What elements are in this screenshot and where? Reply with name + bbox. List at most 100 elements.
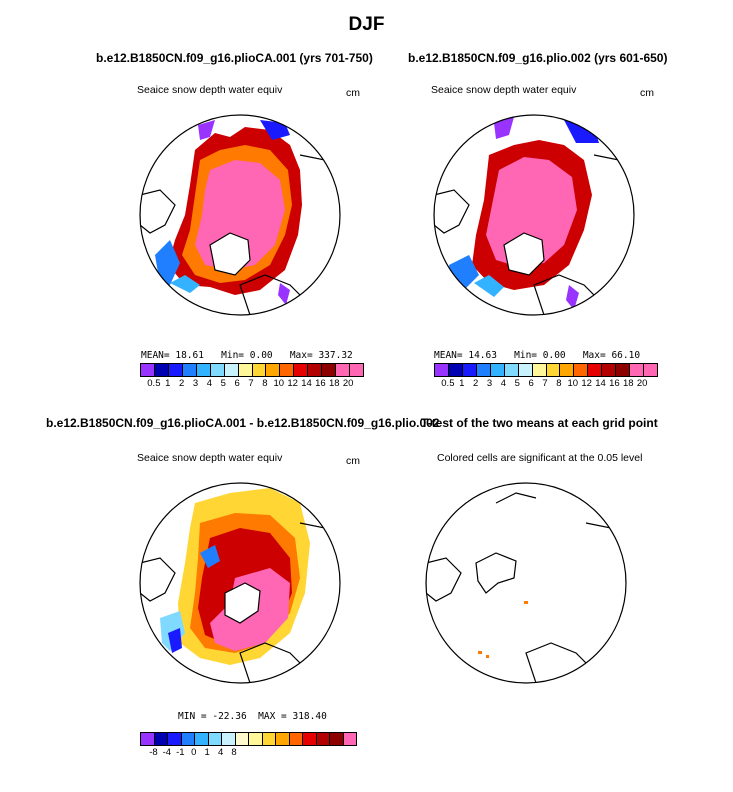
panel1-colorbar-swatch <box>181 364 196 376</box>
panel3-colorbar-swatch <box>153 733 167 745</box>
panel2-colorbar-swatch <box>447 364 462 376</box>
panel1-colorbar-tick-label: 16 <box>315 378 326 389</box>
panel1-colorbar-tick-label: 14 <box>301 378 312 389</box>
panel1-colorbar-tick-label: 18 <box>328 378 340 389</box>
panel2-colorbar-swatch <box>461 364 476 376</box>
panel1-colorbar-swatch <box>223 364 238 376</box>
panel2-polar-map <box>433 114 635 316</box>
panel4-variable: Colored cells are significant at the 0.0… <box>437 452 643 464</box>
panel2-colorbar-swatch <box>545 364 560 376</box>
panel4-case-title: T-test of the two means at each grid poi… <box>421 416 658 430</box>
panel2-colorbar-swatch <box>489 364 504 376</box>
panel1-colorbar-swatch <box>335 364 350 376</box>
panel1-colorbar-tick-label: 10 <box>273 378 285 389</box>
panel3-polar-map <box>139 482 341 684</box>
panel1-colorbar <box>140 363 364 377</box>
panel1-stats: MEAN= 18.61 Min= 0.00 Max= 337.32 <box>141 350 353 361</box>
panel3-colorbar-swatch <box>194 733 208 745</box>
panel2-case-title: b.e12.B1850CN.f09_g16.plio.002 (yrs 601-… <box>408 51 668 65</box>
panel2-colorbar-tick-label: 7 <box>542 378 548 389</box>
panel1-polar-map <box>139 114 341 316</box>
panel3-colorbar-swatch <box>288 733 302 745</box>
panel1-colorbar-swatch <box>141 364 154 376</box>
panel2-colorbar-tick-label: 18 <box>622 378 634 389</box>
panel2-colorbar-tick-label: 14 <box>595 378 606 389</box>
panel3-colorbar-swatch <box>342 733 356 745</box>
panel2-colorbar-swatch <box>517 364 532 376</box>
panel3-colorbar-tick-label: -1 <box>176 747 185 758</box>
panel3-colorbar-swatch <box>248 733 262 745</box>
panel2-colorbar <box>434 363 658 377</box>
panel2-colorbar-swatch <box>503 364 518 376</box>
panel1-colorbar-swatch <box>251 364 266 376</box>
panel3-colorbar-swatch <box>275 733 289 745</box>
panel3-colorbar-swatch <box>167 733 181 745</box>
panel1-colorbar-swatch <box>167 364 182 376</box>
panel4-polar-map <box>425 482 627 684</box>
panel3-colorbar-swatch <box>180 733 194 745</box>
panel3-colorbar-tick-label: 4 <box>217 747 224 758</box>
panel1-colorbar-tick-label: 3 <box>192 378 199 389</box>
panel1-colorbar-tick-label: 7 <box>248 378 254 389</box>
panel3-colorbar-swatch <box>141 733 154 745</box>
panel1-colorbar-tick-label: 20 <box>342 378 354 389</box>
panel1-colorbar-swatch <box>307 364 322 376</box>
panel3-colorbar-swatch <box>329 733 343 745</box>
panel2-colorbar-tick-label: 8 <box>556 378 562 389</box>
panel2-colorbar-tick-label: 3 <box>486 378 493 389</box>
panel1-colorbar-swatch <box>237 364 252 376</box>
panel1-colorbar-tick-label: 12 <box>287 378 298 389</box>
panel2-stats: MEAN= 14.63 Min= 0.00 Max= 66.10 <box>434 350 641 361</box>
panel1-colorbar-tick-label: 2 <box>178 378 185 389</box>
panel1-colorbar-tick-label: 0.5 <box>147 378 161 389</box>
panel1-colorbar-swatch <box>265 364 280 376</box>
panel2-colorbar-tick-label: 20 <box>636 378 648 389</box>
panel2-colorbar-swatch <box>531 364 546 376</box>
panel2-variable: Seaice snow depth water equiv <box>431 84 577 96</box>
panel2-colorbar-tick-label: 2 <box>472 378 479 389</box>
figure-title: DJF <box>348 14 385 35</box>
panel1-colorbar-tick-label: 5 <box>220 378 226 389</box>
panel3-colorbar-tick-label: -8 <box>149 747 158 758</box>
panel2-colorbar-tick-label: 1 <box>459 378 465 389</box>
panel1-colorbar-swatch <box>293 364 308 376</box>
panel3-stats: MIN = -22.36 MAX = 318.40 <box>178 711 327 722</box>
panel3-units: cm <box>346 455 360 467</box>
panel1-variable: Seaice snow depth water equiv <box>137 84 283 96</box>
panel2-units: cm <box>640 87 654 99</box>
panel1-colorbar-swatch <box>321 364 336 376</box>
panel2-colorbar-swatch <box>573 364 588 376</box>
panel3-colorbar-swatch <box>261 733 275 745</box>
panel2-colorbar-tick-label: 10 <box>567 378 579 389</box>
panel3-colorbar-swatch <box>302 733 316 745</box>
panel2-colorbar-ticks: 0.5 1 2 3 4 5 6 7 8 10 12 14 16 18 20 <box>434 378 656 390</box>
panel2-colorbar-swatch <box>559 364 574 376</box>
panel1-colorbar-tick-label: 4 <box>206 378 213 389</box>
panel2-colorbar-tick-label: 5 <box>514 378 520 389</box>
panel1-colorbar-swatch <box>349 364 363 376</box>
panel1-colorbar-tick-label: 1 <box>165 378 171 389</box>
panel3-colorbar-tick-label: -4 <box>162 747 172 758</box>
panel2-colorbar-swatch <box>629 364 644 376</box>
panel2-colorbar-tick-label: 6 <box>528 378 534 389</box>
panel2-colorbar-tick-label: 16 <box>609 378 620 389</box>
panel3-colorbar-swatch <box>207 733 221 745</box>
panel3-colorbar-ticks: -8 -4 -1 0 1 4 8 <box>140 747 355 759</box>
panel1-colorbar-ticks: 0.5 1 2 3 4 5 6 7 8 10 12 14 16 18 20 <box>140 378 362 390</box>
panel1-colorbar-swatch <box>279 364 294 376</box>
panel3-colorbar-tick-label: 1 <box>204 747 210 758</box>
panel1-colorbar-swatch <box>195 364 210 376</box>
panel2-colorbar-swatch <box>587 364 602 376</box>
panel3-colorbar-swatch <box>221 733 235 745</box>
panel3-variable: Seaice snow depth water equiv <box>137 452 283 464</box>
panel1-colorbar-swatch <box>209 364 224 376</box>
panel3-case-title: b.e12.B1850CN.f09_g16.plioCA.001 - b.e12… <box>46 416 440 430</box>
panel2-colorbar-tick-label: 12 <box>581 378 592 389</box>
panel1-colorbar-swatch <box>153 364 168 376</box>
panel2-colorbar-swatch <box>601 364 616 376</box>
panel2-colorbar-swatch <box>643 364 657 376</box>
panel2-colorbar-tick-label: 4 <box>500 378 507 389</box>
panel2-colorbar-tick-label: 0.5 <box>441 378 455 389</box>
panel2-colorbar-swatch <box>435 364 448 376</box>
panel1-colorbar-tick-label: 8 <box>262 378 268 389</box>
